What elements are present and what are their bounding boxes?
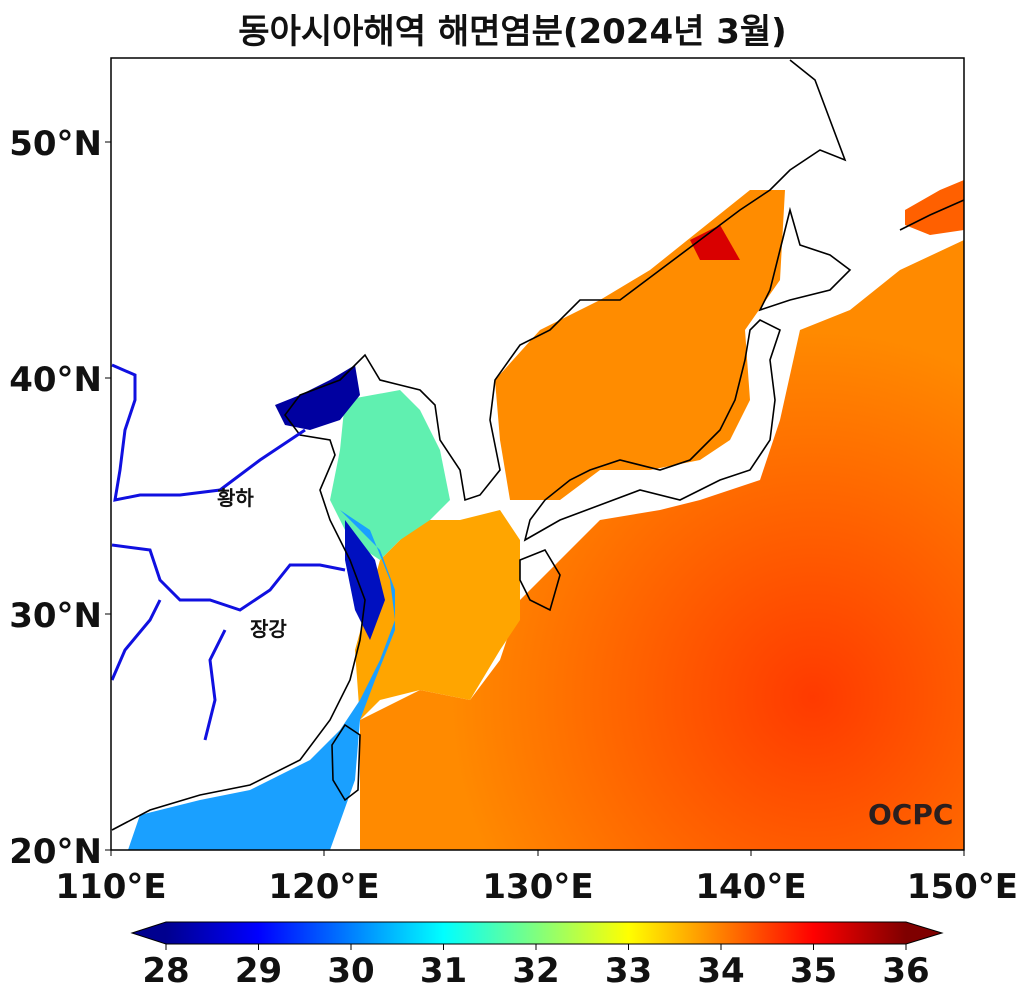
- coastlines: [111, 59, 964, 831]
- colorbar-tick-label: 29: [235, 951, 282, 991]
- tributary-line: [203, 629, 227, 741]
- colorbar-extend-low: [132, 922, 166, 944]
- coastal-low-salinity-band: [128, 510, 395, 850]
- colorbar-tick-label: 36: [882, 951, 929, 991]
- x-tick-label: 120°E: [268, 867, 379, 907]
- y-tick-label: 30°N: [9, 596, 102, 636]
- ocpc-logo: OCPC: [868, 798, 953, 831]
- yellow-river-line: [111, 363, 306, 502]
- x-tick-label: 150°E: [907, 867, 1018, 907]
- yellow-river-label: 황하: [217, 486, 254, 510]
- x-axis: 110°E 120°E 130°E 140°E 150°E: [55, 850, 1018, 907]
- pacific-ocean-region: [360, 240, 964, 850]
- rivers: [111, 363, 346, 741]
- kyushu-coastline: [519, 549, 561, 612]
- yangtze-plume: [345, 520, 385, 640]
- east-china-sea-region: [355, 510, 520, 720]
- yangtze-label: 장강: [250, 617, 287, 641]
- salinity-field: [128, 180, 964, 850]
- tributary-line: [111, 599, 162, 681]
- taiwan-coastline: [331, 723, 361, 802]
- colorbar-tick-label: 28: [142, 951, 189, 991]
- sea-of-japan-region: [495, 190, 785, 500]
- yellow-sea-region: [330, 390, 450, 560]
- colorbar-gradient: [166, 922, 906, 944]
- x-tick-label: 110°E: [55, 867, 166, 907]
- mainland-coastline: [111, 59, 847, 831]
- x-tick-label: 140°E: [695, 867, 806, 907]
- colorbar-tick-label: 30: [327, 951, 374, 991]
- y-tick-label: 50°N: [9, 124, 102, 164]
- x-tick-label: 130°E: [482, 867, 593, 907]
- colorbar-extend-high: [906, 922, 942, 944]
- okhotsk-edge-region: [905, 180, 964, 235]
- colorbar-tick-label: 35: [790, 951, 837, 991]
- colorbar-tick-label: 32: [512, 951, 559, 991]
- y-tick-label: 40°N: [9, 360, 102, 400]
- map-title: 동아시아해역 해면염분(2024년 3월): [238, 12, 787, 52]
- y-tick-label: 20°N: [9, 832, 102, 872]
- colorbar-tick-label: 33: [605, 951, 652, 991]
- honshu-coastline: [523, 319, 781, 542]
- colorbar-tick-label: 31: [420, 951, 467, 991]
- colorbar-tick-label: 34: [697, 951, 744, 991]
- colorbar-ticks: 28 29 30 31 32 33 34 35 36: [142, 944, 930, 991]
- hokkaido-coastline: [758, 206, 852, 312]
- yangtze-line: [111, 543, 346, 612]
- kuril-coastline: [899, 199, 964, 231]
- high-salinity-patch: [690, 225, 740, 260]
- y-axis: 50°N 40°N 30°N 20°N: [9, 124, 111, 872]
- colorbar: 28 29 30 31 32 33 34 35 36: [130, 921, 944, 991]
